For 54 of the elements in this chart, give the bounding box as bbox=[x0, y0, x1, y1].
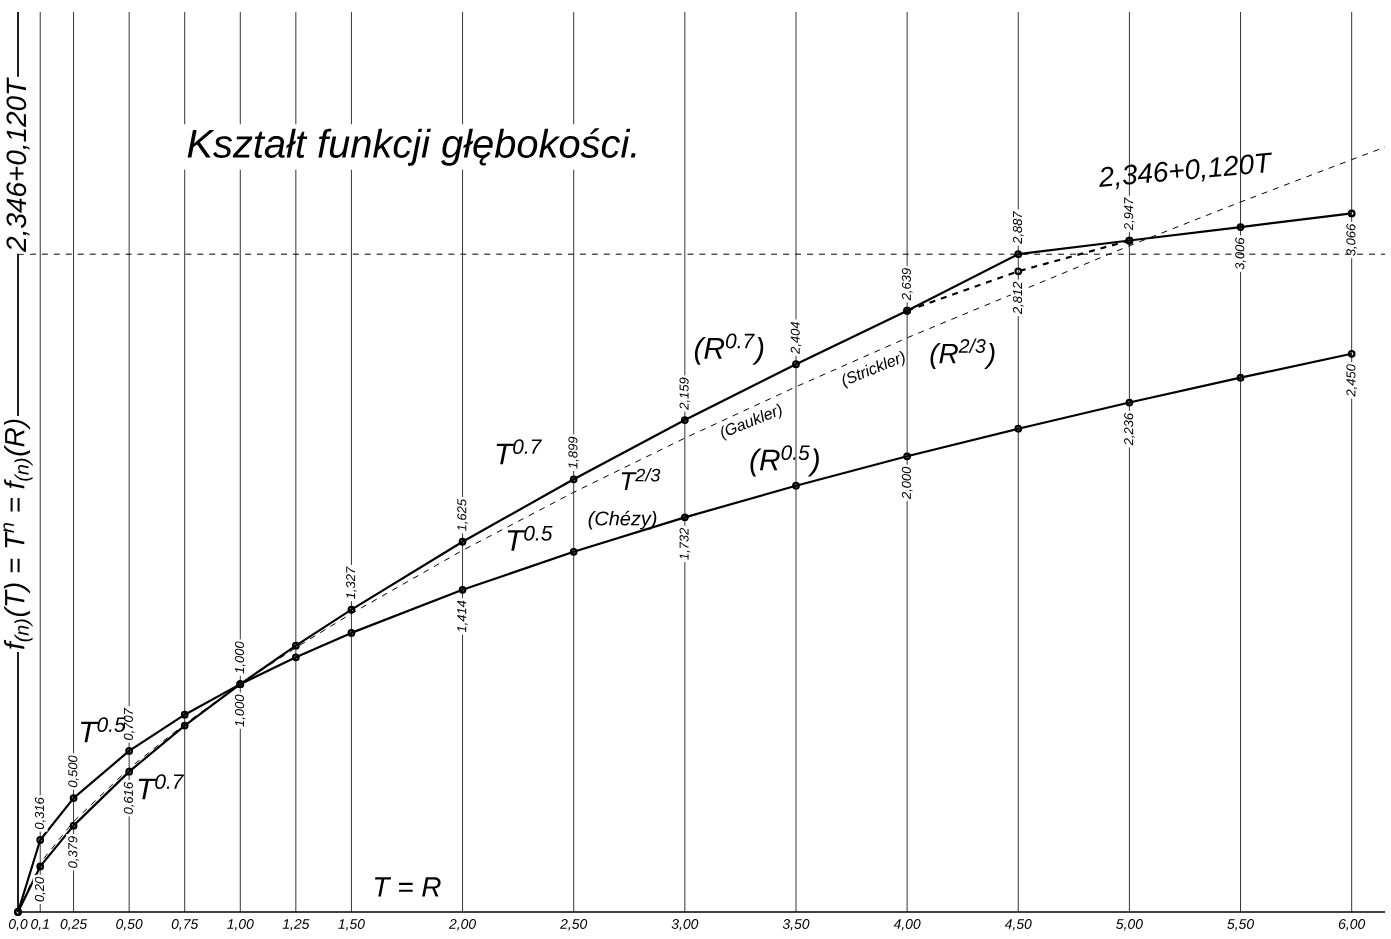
data-label: 2,000 bbox=[901, 466, 913, 500]
y-axis-title: f$_{(n)}$(T) = T$^{n}$ = f$_{(n)}$(R) bbox=[3, 419, 33, 650]
x-tick-label: 3,00 bbox=[671, 919, 699, 931]
data-label: 2,887 bbox=[1012, 211, 1024, 244]
x-tick-label: 2,50 bbox=[560, 919, 588, 931]
data-label: 2,236 bbox=[1124, 412, 1135, 446]
annotation: T$^{0.7}$ bbox=[496, 439, 542, 465]
annotation: (Chézy) bbox=[588, 510, 657, 530]
x-tick-label: 0,75 bbox=[171, 919, 199, 931]
x-tick-label: 1,25 bbox=[282, 919, 310, 931]
annotation: (R$^{0.7}$) bbox=[694, 333, 764, 365]
ref-line-label: 2,346+0,120T bbox=[6, 77, 30, 252]
annotation: T = R bbox=[375, 877, 441, 897]
data-label: 1,414 bbox=[457, 600, 468, 633]
text: Kształt funkcji głębokości. bbox=[187, 128, 636, 166]
data-label: 2,159 bbox=[679, 377, 691, 410]
annotation: T$^{0.5}$ bbox=[507, 525, 553, 551]
annotation: (R$^{2/3}$) bbox=[930, 338, 995, 369]
data-label: 1,732 bbox=[679, 527, 691, 560]
annotation: 2,346+0,120T bbox=[1099, 152, 1272, 190]
data-label: 2,450 bbox=[1346, 364, 1358, 397]
data-label: 0,616 bbox=[123, 782, 135, 814]
x-tick-label: 0,0 bbox=[8, 919, 28, 931]
data-label: 2,404 bbox=[790, 321, 802, 354]
data-label: 0,20 bbox=[34, 876, 46, 902]
x-tick-label: 4,00 bbox=[893, 919, 921, 931]
x-tick-label: 1,00 bbox=[227, 919, 254, 931]
annotation: (R$^{0.5}$) bbox=[750, 445, 819, 477]
x-tick-label: 1,50 bbox=[338, 919, 365, 931]
x-tick-label: 2,00 bbox=[448, 919, 476, 931]
data-label: 1,000 bbox=[234, 694, 246, 727]
x-tick-label: 0,25 bbox=[60, 919, 88, 931]
data-label: 3,006 bbox=[1235, 237, 1246, 270]
data-label: 0,707 bbox=[123, 707, 135, 740]
data-label: 1,899 bbox=[568, 436, 580, 469]
x-tick-label: 5,50 bbox=[1227, 919, 1254, 931]
data-label: 1,625 bbox=[457, 498, 468, 532]
data-label: 0,379 bbox=[68, 836, 79, 868]
data-label: 3,066 bbox=[1346, 223, 1358, 256]
x-tick-label: 4,50 bbox=[1004, 919, 1032, 931]
data-label: 0,500 bbox=[68, 755, 79, 788]
x-tick-label: 3,50 bbox=[782, 919, 810, 931]
data-label: 2,947 bbox=[1124, 197, 1135, 231]
data-label: 2,812 bbox=[1012, 281, 1024, 315]
data-label: 2,639 bbox=[901, 268, 913, 301]
x-tick-label: 6,00 bbox=[1338, 919, 1366, 931]
x-tick-label: 5,00 bbox=[1116, 919, 1143, 931]
data-label: 1,327 bbox=[346, 566, 357, 599]
annotation: T$^{0.7}$ bbox=[138, 774, 185, 800]
data-label: 1,000 bbox=[234, 641, 246, 674]
annotation: T$^{2/3}$ bbox=[621, 468, 661, 490]
data-label: 0,316 bbox=[34, 797, 46, 830]
x-tick-label: 0,50 bbox=[116, 919, 143, 931]
x-tick-label: 0,1 bbox=[31, 919, 49, 931]
